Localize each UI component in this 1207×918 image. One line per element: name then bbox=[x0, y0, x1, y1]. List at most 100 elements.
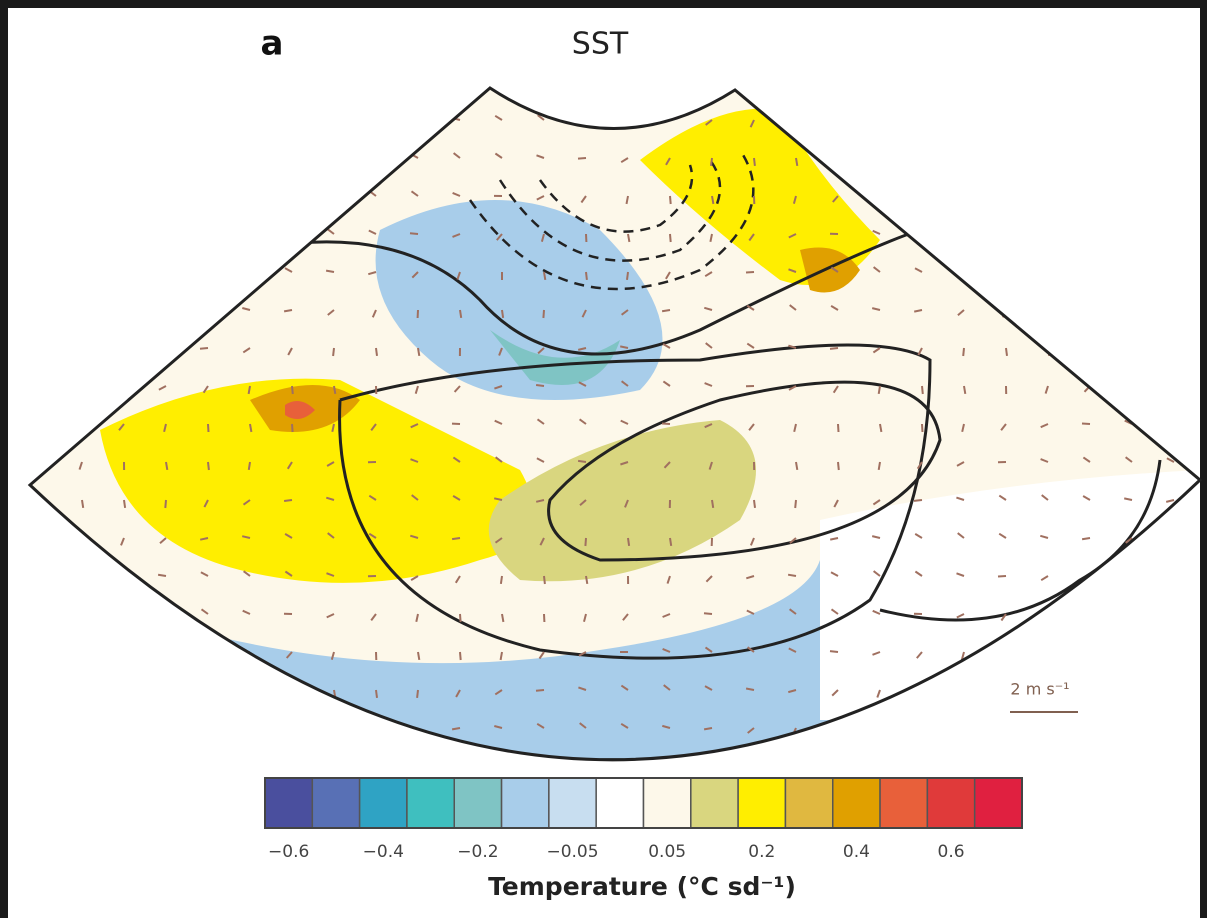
wind-vector bbox=[577, 157, 587, 160]
colorbar-swatch bbox=[264, 777, 314, 829]
wind-vector bbox=[753, 499, 756, 509]
wind-vector bbox=[669, 537, 673, 547]
wind-vector bbox=[410, 458, 419, 463]
wind-vector bbox=[325, 269, 335, 273]
wind-vector bbox=[963, 385, 967, 395]
wind-vector bbox=[788, 344, 797, 349]
wind-vector bbox=[957, 532, 965, 539]
wind-vector bbox=[578, 651, 587, 657]
wind-vector bbox=[831, 689, 839, 697]
colorbar: −0.6 −0.4 −0.2 −0.05 0.05 0.2 0.4 0.6 bbox=[264, 777, 1023, 862]
colorbar-swatch bbox=[784, 777, 834, 829]
contours bbox=[249, 228, 1162, 660]
contour-line bbox=[249, 228, 921, 356]
wind-vector bbox=[665, 157, 671, 166]
wind-vector bbox=[666, 575, 671, 584]
wind-vector bbox=[748, 423, 755, 431]
wind-vector bbox=[540, 233, 545, 242]
wind-vector bbox=[164, 499, 167, 509]
wind-vector bbox=[665, 271, 671, 280]
wind-vector bbox=[498, 347, 503, 356]
wind-vector bbox=[705, 342, 713, 349]
wind-vector bbox=[159, 537, 167, 545]
wind-vector bbox=[998, 494, 1007, 501]
wind-vector bbox=[788, 268, 797, 273]
wind-vector bbox=[1082, 456, 1091, 463]
wind-vector bbox=[456, 271, 461, 280]
wind-vector bbox=[788, 647, 797, 653]
wind-vector bbox=[579, 722, 587, 729]
wind-vector bbox=[960, 651, 965, 660]
wind-vector bbox=[330, 651, 335, 660]
wind-vector bbox=[585, 271, 588, 281]
colorbar-swatch bbox=[548, 777, 597, 829]
wind-vector bbox=[411, 494, 419, 501]
wind-vector bbox=[459, 309, 463, 319]
wind-vector bbox=[619, 345, 629, 349]
wind-vector bbox=[538, 651, 545, 660]
wind-vector bbox=[830, 305, 839, 311]
wind-vector bbox=[830, 571, 839, 577]
colorbar-tick-label: −0.6 bbox=[268, 842, 309, 862]
wind-vector bbox=[203, 499, 209, 508]
wind-vector bbox=[580, 195, 587, 204]
wind-vector bbox=[200, 571, 209, 577]
wind-vector bbox=[494, 689, 503, 696]
wind-vector bbox=[452, 456, 461, 463]
field-hot-spot bbox=[285, 401, 315, 419]
colorbar-swatch bbox=[453, 777, 503, 829]
wind-vector bbox=[1124, 537, 1133, 544]
wind-vector bbox=[1166, 457, 1175, 463]
colorbar-tick-label: −0.2 bbox=[457, 842, 498, 862]
wind-vector bbox=[913, 499, 923, 502]
wind-vector bbox=[243, 570, 251, 577]
wind-vector bbox=[199, 347, 209, 350]
wind-vector bbox=[583, 613, 587, 623]
wind-vector bbox=[332, 347, 335, 357]
wind-vector bbox=[917, 347, 923, 356]
wind-vector bbox=[794, 499, 797, 509]
colorbar-swatch bbox=[879, 777, 929, 829]
wind-vector bbox=[620, 684, 629, 691]
wind-vector bbox=[284, 267, 293, 273]
wind-vector bbox=[417, 347, 421, 357]
wind-vector bbox=[327, 309, 335, 316]
wind-vector bbox=[627, 233, 631, 243]
wind-vector bbox=[579, 418, 587, 425]
wind-vector bbox=[872, 347, 881, 354]
colorbar-tick-label: −0.4 bbox=[363, 842, 404, 862]
wind-vector bbox=[1124, 456, 1133, 463]
wind-vector bbox=[536, 457, 545, 463]
wind-vector bbox=[375, 689, 378, 699]
wind-vector bbox=[830, 608, 839, 615]
wind-vector bbox=[326, 496, 335, 501]
wind-vector bbox=[579, 499, 587, 507]
wind-vector bbox=[417, 651, 421, 661]
wind-vector bbox=[620, 157, 629, 164]
colorbar-swatch bbox=[311, 777, 361, 829]
wind-vector bbox=[662, 343, 671, 349]
wind-vector bbox=[157, 573, 167, 577]
field-warm-central bbox=[488, 420, 756, 582]
wind-vector bbox=[620, 419, 629, 425]
wind-vector bbox=[1044, 385, 1049, 394]
wind-vector bbox=[410, 575, 419, 581]
contour-line bbox=[538, 164, 694, 233]
wind-vector bbox=[627, 537, 631, 547]
wind-vector bbox=[788, 385, 797, 391]
wind-vector bbox=[795, 461, 799, 471]
wind-vector bbox=[207, 461, 210, 471]
wind-vector bbox=[872, 609, 881, 615]
contour-line bbox=[468, 149, 755, 291]
field-warm-north bbox=[640, 108, 880, 285]
wind-vector bbox=[284, 533, 293, 539]
wind-vector bbox=[914, 533, 923, 539]
wind-vector bbox=[1040, 575, 1049, 582]
wind-vector bbox=[158, 385, 167, 391]
contour-line bbox=[879, 459, 1162, 622]
wind-vector bbox=[916, 651, 923, 659]
wind-vector bbox=[872, 229, 881, 235]
wind-vector bbox=[581, 309, 587, 318]
wind-vector bbox=[829, 347, 839, 350]
wind-vector bbox=[451, 727, 461, 731]
